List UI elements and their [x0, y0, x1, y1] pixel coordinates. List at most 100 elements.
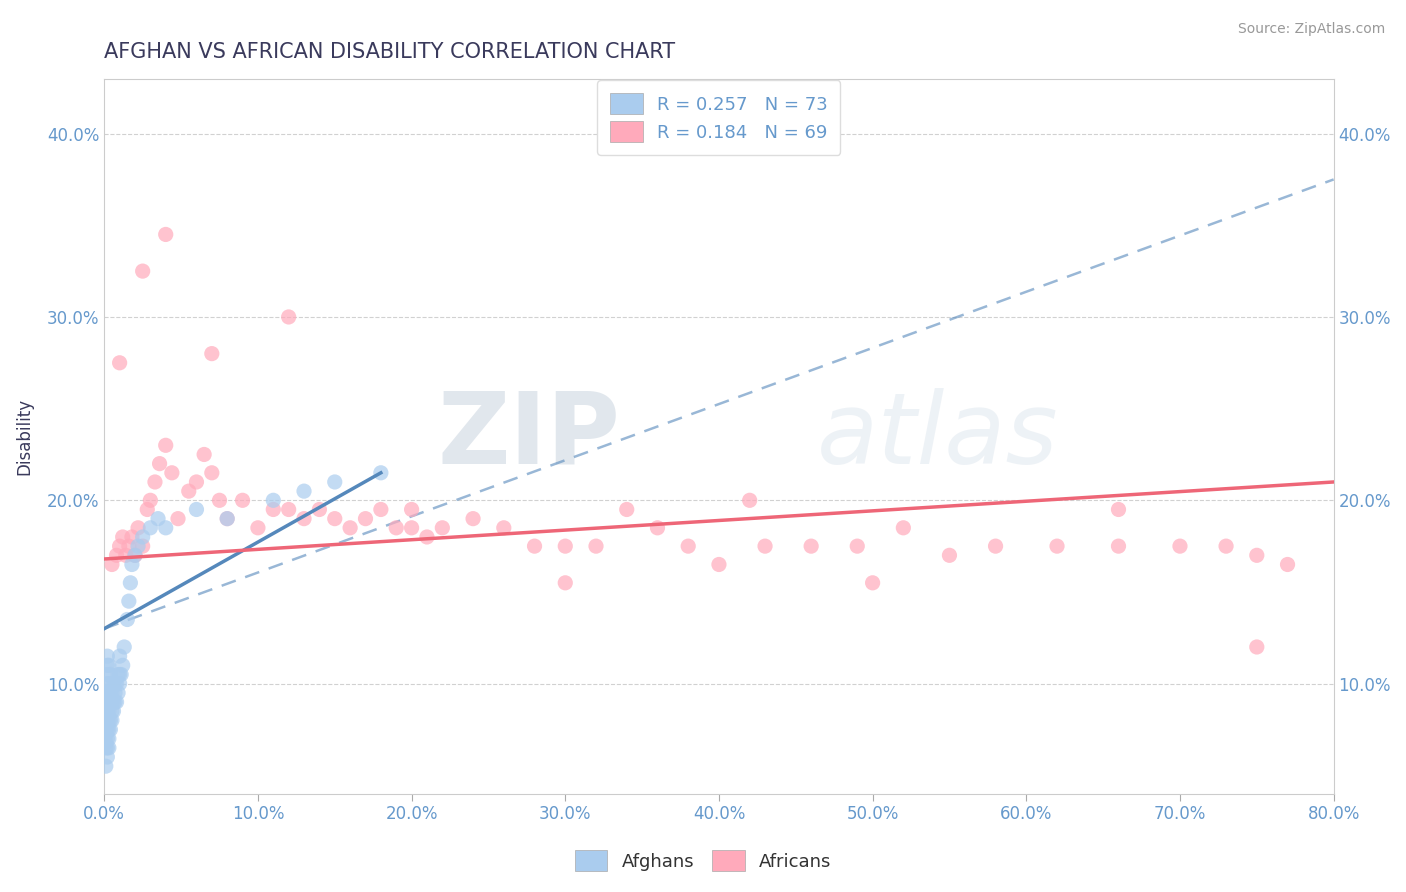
Point	[94, 704, 117, 718]
Text: ZIP: ZIP	[437, 388, 620, 484]
Point	[846, 539, 869, 553]
Point	[676, 539, 699, 553]
Point	[94, 714, 117, 728]
Point	[354, 511, 377, 525]
Point	[554, 539, 576, 553]
Point	[155, 438, 177, 452]
Point	[94, 759, 117, 773]
Point	[107, 667, 129, 681]
Point	[131, 530, 153, 544]
Point	[121, 530, 143, 544]
Point	[262, 502, 284, 516]
Point	[96, 658, 118, 673]
Point	[432, 521, 454, 535]
Point	[738, 493, 761, 508]
Point	[96, 723, 118, 737]
Point	[96, 695, 118, 709]
Point	[94, 723, 117, 737]
Point	[97, 676, 120, 690]
Point	[101, 695, 124, 709]
Point	[1046, 539, 1069, 553]
Point	[385, 521, 408, 535]
Point	[97, 695, 120, 709]
Point	[167, 511, 190, 525]
Point	[94, 740, 117, 755]
Point	[111, 658, 134, 673]
Point	[96, 714, 118, 728]
Text: atlas: atlas	[817, 388, 1059, 484]
Point	[96, 704, 118, 718]
Point	[217, 511, 239, 525]
Point	[1246, 640, 1268, 654]
Y-axis label: Disability: Disability	[15, 398, 32, 475]
Point	[103, 704, 125, 718]
Point	[339, 521, 361, 535]
Point	[1108, 502, 1130, 516]
Point	[201, 346, 224, 360]
Point	[800, 539, 823, 553]
Point	[323, 475, 346, 489]
Point	[139, 493, 162, 508]
Point	[104, 676, 127, 690]
Point	[186, 475, 208, 489]
Point	[96, 667, 118, 681]
Point	[131, 264, 153, 278]
Point	[101, 686, 124, 700]
Point	[401, 521, 423, 535]
Point	[984, 539, 1007, 553]
Point	[94, 686, 117, 700]
Point	[114, 549, 136, 563]
Point	[1215, 539, 1237, 553]
Point	[103, 695, 125, 709]
Point	[1277, 558, 1299, 572]
Point	[523, 539, 546, 553]
Point	[148, 457, 170, 471]
Point	[103, 676, 125, 690]
Point	[160, 466, 183, 480]
Point	[186, 502, 208, 516]
Point	[97, 686, 120, 700]
Point	[118, 539, 141, 553]
Legend: Afghans, Africans: Afghans, Africans	[567, 843, 839, 879]
Point	[97, 714, 120, 728]
Point	[117, 612, 139, 626]
Point	[94, 695, 117, 709]
Point	[97, 658, 120, 673]
Point	[232, 493, 254, 508]
Point	[121, 558, 143, 572]
Point	[585, 539, 607, 553]
Point	[647, 521, 669, 535]
Point	[277, 310, 299, 324]
Point	[292, 484, 315, 499]
Point	[97, 731, 120, 746]
Point	[139, 521, 162, 535]
Point	[201, 466, 224, 480]
Point	[100, 723, 122, 737]
Point	[101, 558, 124, 572]
Point	[96, 649, 118, 664]
Point	[492, 521, 515, 535]
Point	[97, 740, 120, 755]
Point	[554, 575, 576, 590]
Point	[292, 511, 315, 525]
Point	[96, 750, 118, 764]
Point	[401, 502, 423, 516]
Legend: R = 0.257   N = 73, R = 0.184   N = 69: R = 0.257 N = 73, R = 0.184 N = 69	[598, 80, 841, 154]
Point	[120, 575, 142, 590]
Point	[193, 447, 215, 461]
Point	[370, 466, 392, 480]
Point	[94, 735, 117, 749]
Point	[96, 731, 118, 746]
Point	[108, 539, 131, 553]
Point	[107, 686, 129, 700]
Point	[862, 575, 884, 590]
Point	[155, 227, 177, 242]
Point	[100, 714, 122, 728]
Point	[94, 707, 117, 722]
Point	[105, 676, 128, 690]
Point	[118, 594, 141, 608]
Point	[262, 493, 284, 508]
Point	[96, 686, 118, 700]
Point	[461, 511, 484, 525]
Point	[94, 728, 117, 742]
